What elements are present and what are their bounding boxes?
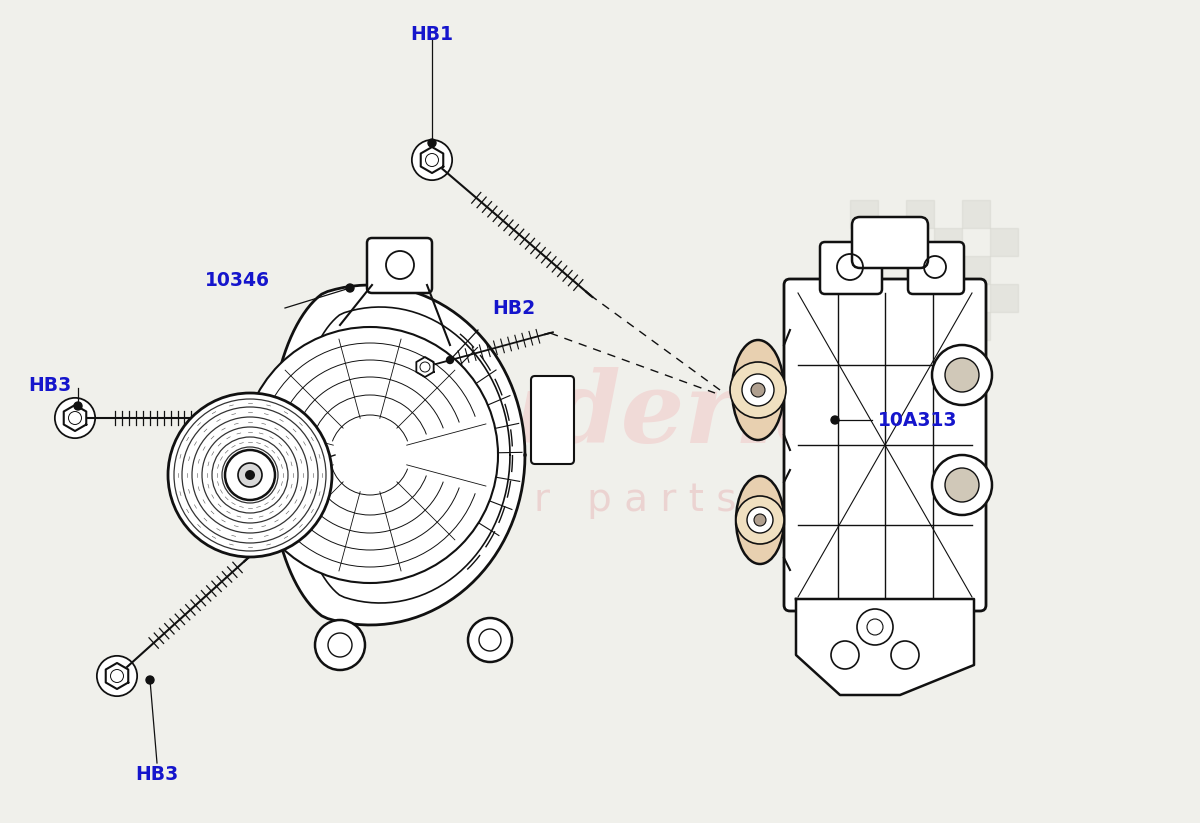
Bar [906, 312, 934, 340]
Text: HB3: HB3 [28, 375, 71, 394]
Text: scuderia: scuderia [361, 367, 839, 463]
Bar [962, 312, 990, 340]
Polygon shape [790, 285, 980, 605]
FancyBboxPatch shape [367, 238, 432, 293]
Circle shape [245, 470, 256, 480]
Circle shape [428, 139, 436, 147]
FancyBboxPatch shape [784, 279, 986, 611]
Circle shape [730, 362, 786, 418]
FancyBboxPatch shape [820, 242, 882, 294]
Text: 10346: 10346 [205, 271, 270, 290]
FancyBboxPatch shape [908, 242, 964, 294]
Circle shape [346, 284, 354, 292]
Ellipse shape [732, 340, 784, 440]
Circle shape [751, 383, 766, 397]
Circle shape [946, 468, 979, 502]
Text: 10A313: 10A313 [878, 411, 958, 430]
Bar [934, 228, 962, 256]
Circle shape [830, 641, 859, 669]
FancyBboxPatch shape [530, 376, 574, 464]
Circle shape [736, 496, 784, 544]
Polygon shape [796, 599, 974, 695]
Circle shape [754, 514, 766, 526]
Bar [850, 200, 878, 228]
Circle shape [146, 676, 154, 684]
Bar [906, 200, 934, 228]
Circle shape [97, 656, 137, 696]
Circle shape [468, 618, 512, 662]
Ellipse shape [736, 476, 784, 564]
Bar [850, 256, 878, 284]
Text: HB3: HB3 [136, 765, 179, 784]
Bar [990, 228, 1018, 256]
Circle shape [932, 345, 992, 405]
Circle shape [238, 463, 262, 487]
Circle shape [242, 327, 498, 583]
Bar [906, 256, 934, 284]
Text: c a r   p a r t s: c a r p a r t s [463, 481, 737, 519]
Circle shape [746, 507, 773, 533]
Polygon shape [416, 357, 433, 377]
Polygon shape [106, 663, 128, 689]
Bar [962, 256, 990, 284]
Bar [934, 284, 962, 312]
Circle shape [412, 140, 452, 180]
Circle shape [742, 374, 774, 406]
Circle shape [946, 358, 979, 392]
Circle shape [74, 402, 82, 410]
Bar [990, 284, 1018, 312]
Circle shape [168, 393, 332, 557]
Circle shape [932, 455, 992, 515]
Bar [878, 228, 906, 256]
Circle shape [226, 450, 275, 500]
Circle shape [409, 351, 440, 383]
Text: HB2: HB2 [492, 299, 535, 318]
Circle shape [890, 641, 919, 669]
Circle shape [446, 356, 454, 364]
Bar [962, 200, 990, 228]
Bar [850, 312, 878, 340]
Bar [878, 284, 906, 312]
Polygon shape [269, 285, 526, 625]
FancyBboxPatch shape [852, 217, 928, 268]
Circle shape [55, 398, 95, 438]
Circle shape [830, 416, 839, 424]
Circle shape [857, 609, 893, 645]
Text: HB1: HB1 [410, 25, 454, 44]
Circle shape [314, 620, 365, 670]
Polygon shape [421, 147, 443, 173]
Polygon shape [64, 405, 86, 431]
